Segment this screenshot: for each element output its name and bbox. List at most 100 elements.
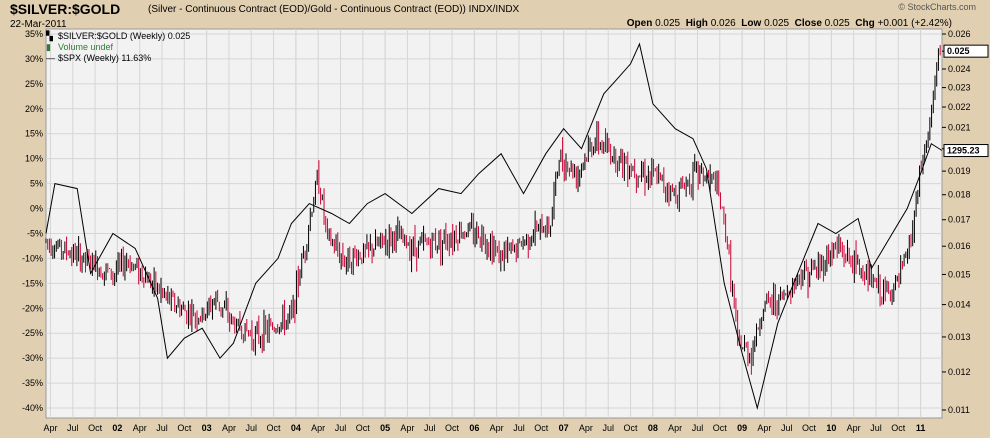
x-tick-label: Jul (602, 423, 614, 433)
low-value: 0.025 (764, 18, 790, 29)
right-tick-label: 0.013 (948, 332, 971, 342)
quote-bar: Open 0.025 High 0.026 Low 0.025 Close 0.… (627, 18, 952, 29)
left-tick-label: -30% (22, 353, 43, 363)
x-tick-label: Oct (802, 423, 817, 433)
left-tick-label: 15% (25, 129, 43, 139)
open-value: 0.025 (655, 18, 681, 29)
right-tick-label: 0.014 (948, 300, 971, 310)
plot-area (45, 28, 943, 419)
high-label: High (685, 18, 708, 29)
x-tick-label: Jul (870, 423, 882, 433)
value-tag-label: 1295.23 (947, 146, 980, 156)
right-tick-label: 0.012 (948, 367, 971, 377)
x-tick-label: Oct (891, 423, 906, 433)
chart-date: 22-Mar-2011 (10, 19, 67, 30)
right-tick-label: 0.026 (948, 29, 971, 39)
x-tick-label: Jul (692, 423, 704, 433)
x-tick-label: 04 (291, 423, 301, 433)
left-tick-label: 5% (30, 179, 43, 189)
x-tick-label: Apr (43, 423, 57, 433)
right-tick-label: 0.018 (948, 190, 971, 200)
legend-overlay-label: $SPX (Weekly) 11.63% (58, 53, 152, 63)
x-tick-label: Oct (713, 423, 728, 433)
left-tick-label: -10% (22, 253, 43, 263)
x-tick-label: Apr (222, 423, 236, 433)
x-tick-label: Jul (513, 423, 525, 433)
right-tick-label: 0.015 (948, 269, 971, 279)
x-tick-label: Oct (177, 423, 192, 433)
x-tick-label: Apr (490, 423, 504, 433)
value-tag-box (943, 144, 989, 158)
right-tick-label: 0.023 (948, 83, 971, 93)
x-tick-label: Oct (88, 423, 103, 433)
x-tick-label: 07 (559, 423, 569, 433)
open-label: Open (626, 18, 653, 29)
legend-main-swatch: ▚ (46, 31, 53, 41)
x-tick-label: Jul (424, 423, 436, 433)
left-tick-label: 30% (25, 54, 43, 64)
left-tick-label: -15% (22, 278, 43, 288)
right-tick-label: 0.022 (948, 102, 971, 112)
left-tick-label: -25% (22, 328, 43, 338)
spx-series-line (45, 42, 943, 410)
right-tick-label: 0.016 (948, 241, 971, 251)
x-tick-label: 03 (202, 423, 212, 433)
x-tick-label: Apr (133, 423, 147, 433)
close-value: 0.025 (824, 18, 850, 29)
chart-description: (Silver - Continuous Contract (EOD)/Gold… (148, 4, 520, 15)
x-tick-label: Apr (668, 423, 682, 433)
x-tick-label: Jul (246, 423, 258, 433)
x-tick-label: Oct (445, 423, 460, 433)
x-tick-label: 06 (469, 423, 479, 433)
x-tick-label: Jul (67, 423, 79, 433)
x-tick-label: 11 (916, 423, 926, 433)
chg-label: Chg (855, 18, 875, 29)
x-tick-label: Oct (534, 423, 549, 433)
legend-overlay: — $SPX (Weekly) 11.63% (46, 53, 151, 63)
legend-main-label: $SILVER:$GOLD (Weekly) 0.025 (58, 31, 191, 41)
value-tag-label: 0.025 (947, 46, 970, 56)
x-tick-label: Oct (356, 423, 371, 433)
left-tick-label: 20% (25, 104, 43, 114)
x-tick-label: 10 (826, 423, 836, 433)
legend-overlay-swatch: — (46, 53, 55, 63)
legend-volume: ▮ Volume undef (46, 42, 113, 53)
x-tick-label: Jul (156, 423, 168, 433)
x-tick-label: Apr (757, 423, 771, 433)
x-tick-label: Apr (847, 423, 861, 433)
x-tick-label: Oct (624, 423, 639, 433)
x-tick-label: Apr (311, 423, 325, 433)
x-tick-label: 08 (648, 423, 658, 433)
right-tick-label: 0.017 (948, 215, 971, 225)
left-tick-label: -40% (22, 403, 43, 413)
x-tick-label: 02 (112, 423, 122, 433)
legend-volume-swatch: ▮ (46, 42, 51, 52)
right-tick-label: 0.019 (948, 166, 971, 176)
legend-main: ▚ $SILVER:$GOLD (Weekly) 0.025 (46, 31, 190, 42)
low-label: Low (741, 18, 762, 29)
x-tick-label: Apr (400, 423, 414, 433)
x-tick-label: Apr (579, 423, 593, 433)
legend-volume-label: Volume undef (58, 42, 114, 52)
watermark: © StockCharts.com (898, 2, 976, 12)
right-tick-label: 0.011 (948, 405, 970, 415)
close-label: Close (794, 18, 822, 29)
left-tick-label: 25% (25, 79, 43, 89)
left-tick-label: 10% (25, 154, 43, 164)
x-tick-label: Oct (267, 423, 282, 433)
x-tick-label: Jul (781, 423, 793, 433)
value-tag-box (943, 44, 989, 58)
right-tick-label: 0.024 (948, 64, 971, 74)
chart-symbol: $SILVER:$GOLD (10, 1, 121, 17)
right-tick-label: 0.021 (948, 122, 971, 132)
x-tick-label: Jul (335, 423, 347, 433)
left-tick-label: 35% (25, 29, 43, 39)
high-value: 0.026 (710, 18, 736, 29)
left-tick-label: -35% (22, 378, 43, 388)
left-tick-label: 0% (30, 204, 43, 214)
left-tick-label: -20% (22, 303, 43, 313)
chg-value: +0.001 (+2.42%) (877, 18, 953, 29)
left-tick-label: -5% (27, 228, 43, 238)
x-tick-label: 05 (380, 423, 390, 433)
